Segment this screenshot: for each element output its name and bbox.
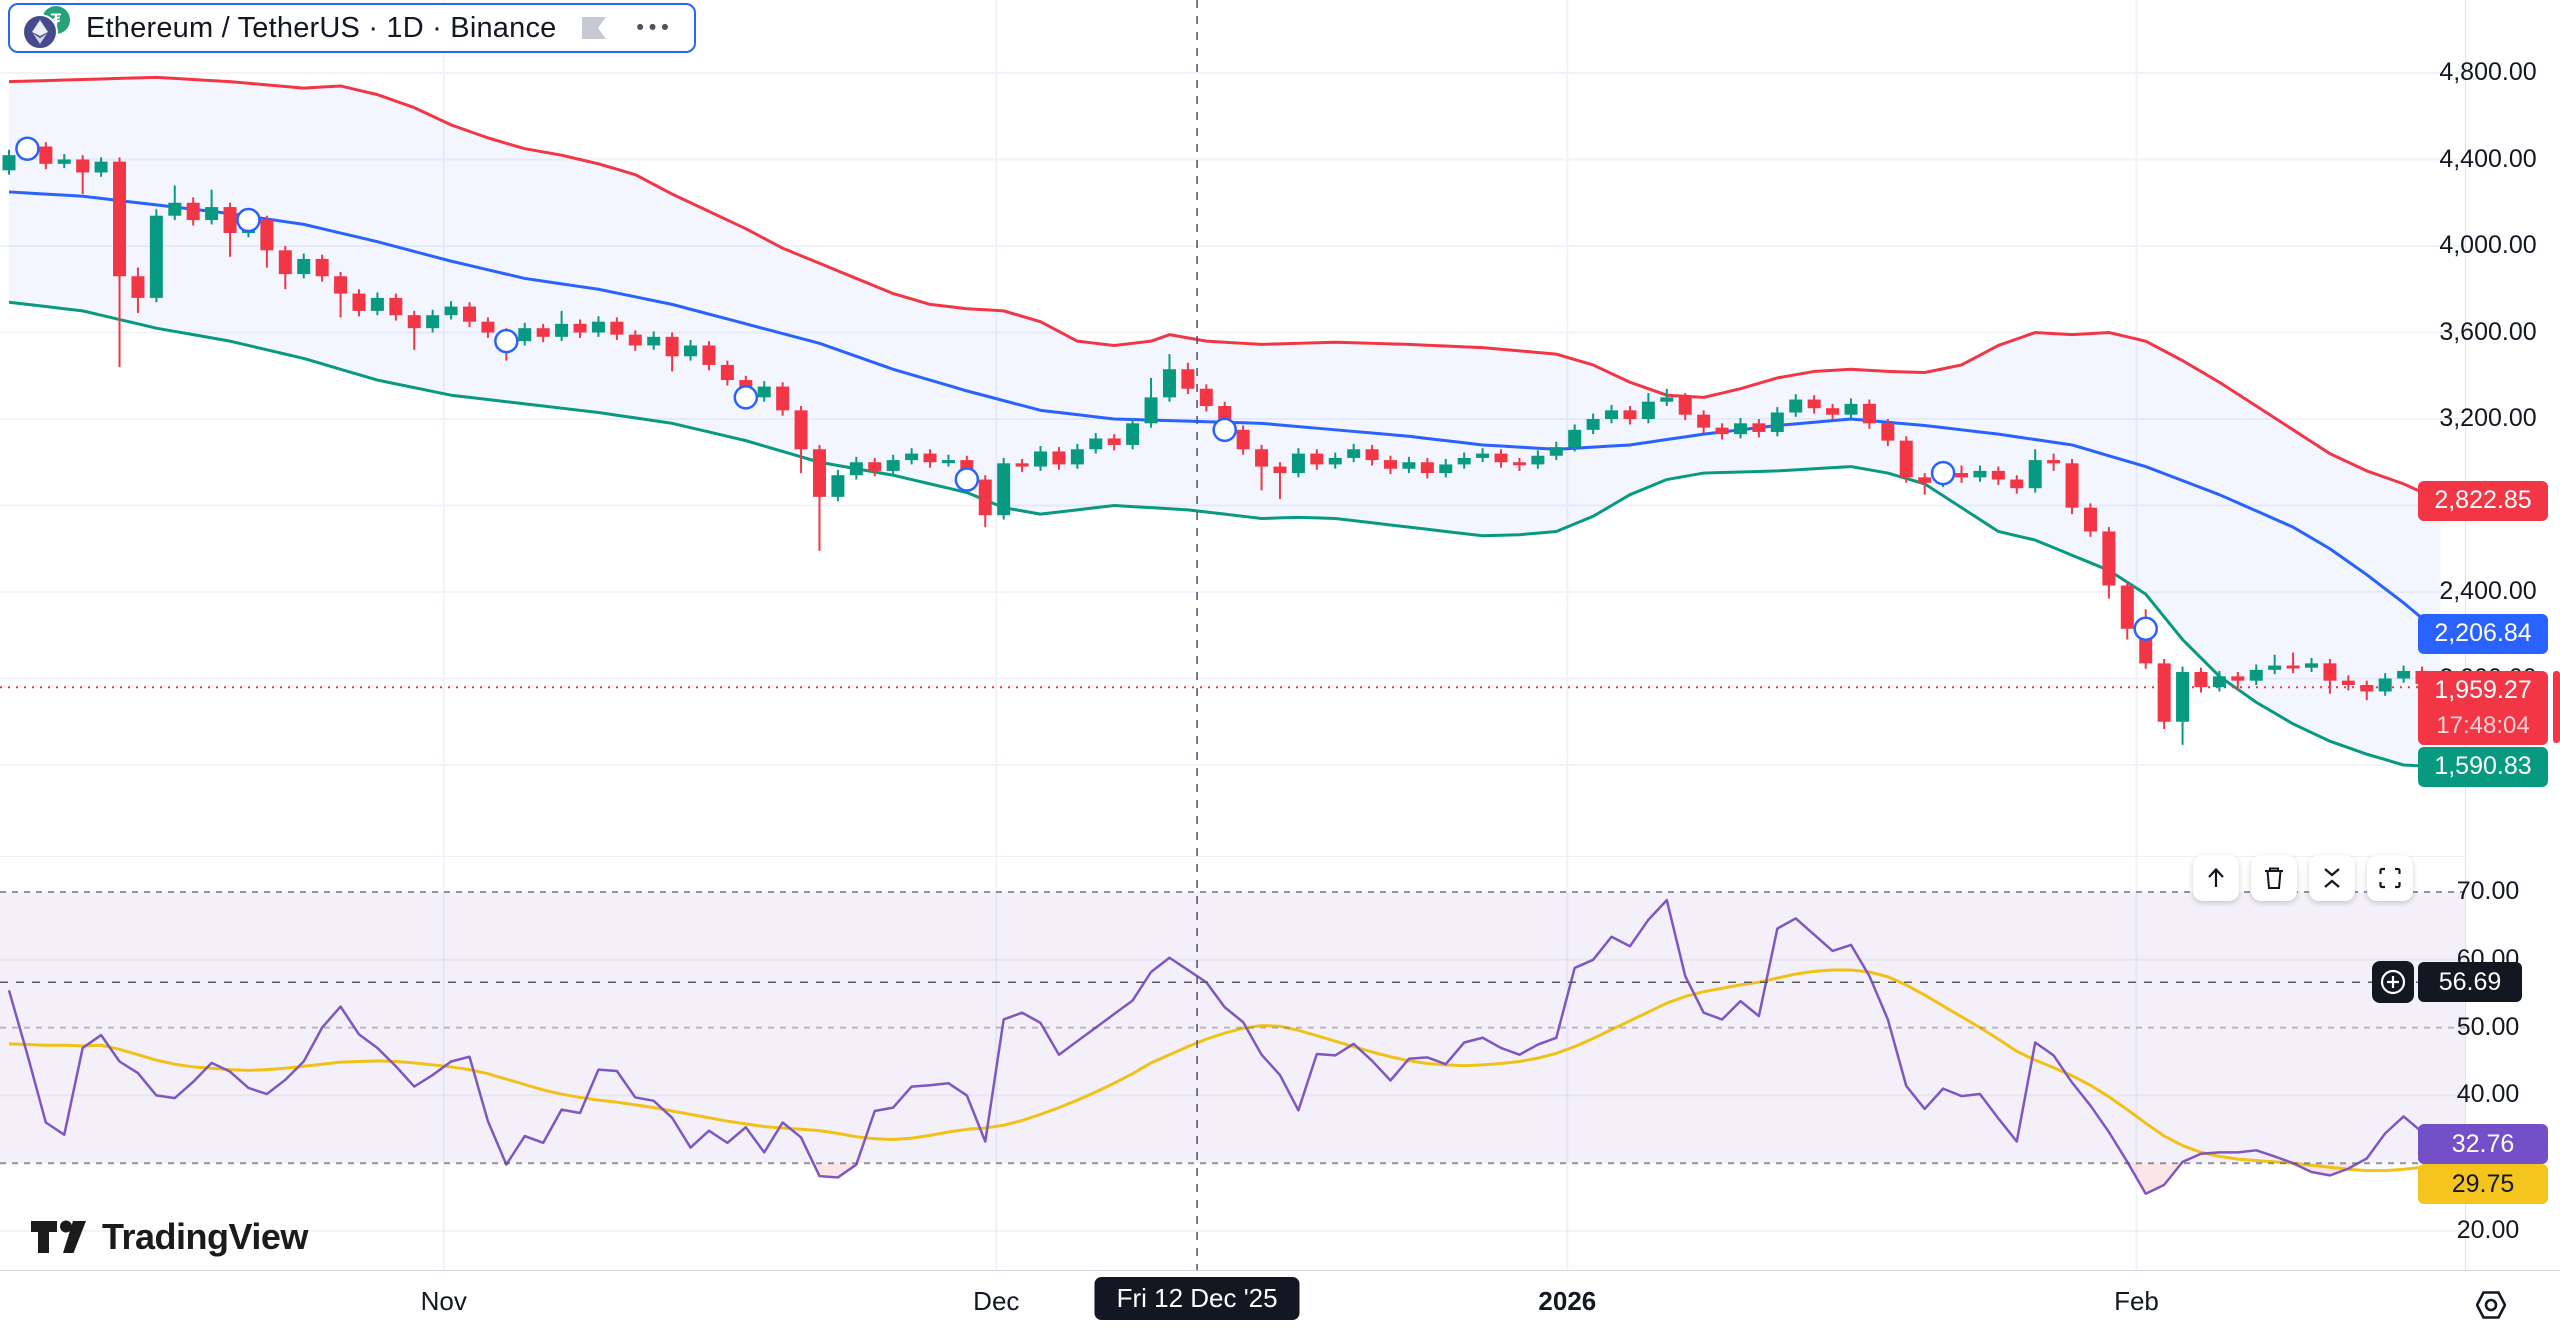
symbol-header[interactable]: ₮ Ethereum / TetherUS · 1D · Binance ••• [8,3,696,53]
maximize-pane-button[interactable] [2367,855,2413,901]
bb-upper-price-label: 2,822.85 [2418,480,2548,521]
symbol-pair-logo: ₮ [20,6,72,50]
axis-tick-label: 40.00 [2456,1080,2520,1109]
time-axis-label: Nov [420,1286,467,1316]
candles-layer [2,137,2447,745]
last-price-label: 1,959.27 17:48:04 [2418,671,2548,746]
ethereum-coin-icon [22,14,58,50]
axis-tick-label: 4,800.00 [2439,58,2537,86]
axis-tick-label: 3,200.00 [2439,404,2537,432]
rsi-ma-value-label: 29.75 [2418,1164,2548,1205]
axis-tick-label: 4,000.00 [2439,231,2537,259]
settings-gear-icon[interactable] [2475,1291,2507,1324]
rsi-crosshair-value-label: 56.69 [2418,962,2522,1003]
bar-countdown: 17:48:04 [2436,712,2530,740]
more-options-button[interactable]: ••• [636,16,674,39]
time-axis-label: Dec [973,1286,1020,1316]
arrow-up-icon [2208,867,2224,887]
collapse-icon [2324,868,2340,888]
rsi-value-label: 32.76 [2418,1124,2548,1165]
axis-tick-label: 3,600.00 [2439,317,2537,346]
trash-icon [2265,867,2283,889]
pane-toolbar [2193,855,2413,901]
bb-middle-price-label: 2,206.84 [2418,613,2548,654]
collapse-pane-button[interactable] [2309,855,2355,901]
last-price-value: 1,959.27 [2434,676,2532,705]
time-axis-label: 2026 [1538,1286,1597,1316]
pane-separator[interactable] [0,856,2465,857]
time-axis-label: Feb [2114,1286,2159,1316]
time-axis-border [0,1270,2560,1271]
maximize-icon [2379,867,2401,889]
tradingview-mark-icon [31,1220,86,1253]
add-alert-plus-button[interactable] [2372,961,2414,1004]
axis-tick-label: 70.00 [2456,877,2520,905]
delete-pane-button[interactable] [2251,855,2297,901]
crosshair-time-tooltip: Fri 12 Dec '25 [1094,1277,1300,1320]
tradingview-logo[interactable]: TradingView [30,1216,308,1258]
axis-tick-label: 4,400.00 [2439,144,2537,173]
symbol-title: Ethereum / TetherUS · 1D · Binance [86,11,557,44]
flag-icon[interactable] [580,13,610,43]
bb-lower-price-label: 1,590.83 [2418,746,2548,787]
tradingview-logo-text: TradingView [102,1216,308,1257]
axis-tick-label: 2,400.00 [2439,577,2537,605]
axis-tick-label: 20.00 [2456,1216,2520,1244]
axis-tick-label: 50.00 [2456,1012,2520,1041]
last-price-edge-marker [2553,671,2560,744]
move-pane-up-button[interactable] [2193,855,2239,901]
